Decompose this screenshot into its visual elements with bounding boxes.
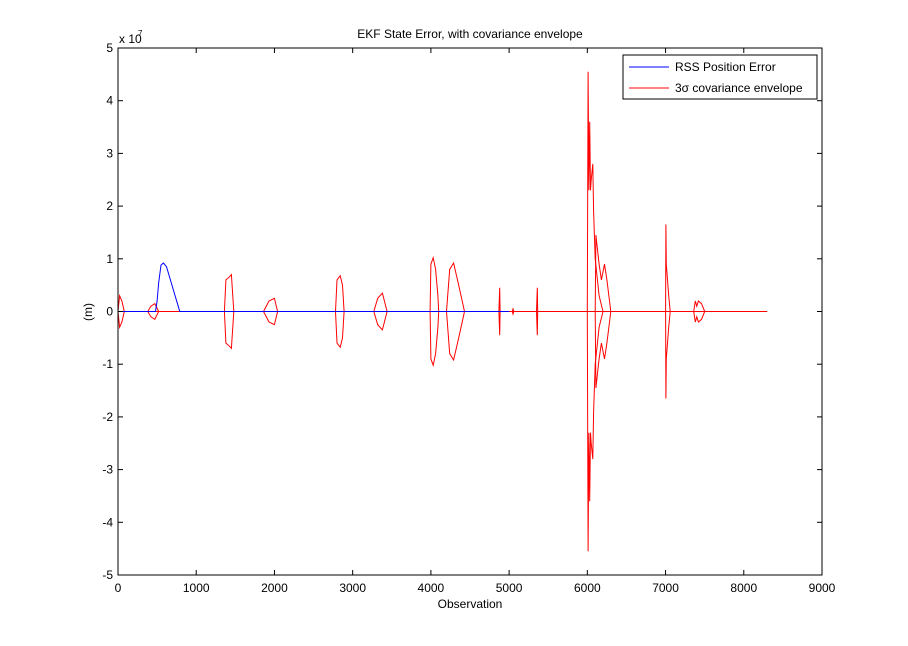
series-envelope-line — [498, 287, 501, 312]
y-tick-label: 1 — [106, 252, 113, 266]
legend-box — [622, 54, 818, 100]
y-tick-label: 2 — [106, 199, 113, 213]
series-envelope-line — [373, 311, 388, 331]
series-envelope-line — [429, 311, 440, 368]
series-envelope-line — [536, 287, 539, 312]
y-tick-label: -3 — [102, 463, 113, 477]
y-axis-label: (m) — [81, 303, 95, 321]
series-envelope-line — [586, 311, 604, 552]
y-tick-label: -5 — [102, 568, 113, 582]
series-envelope-line — [446, 261, 465, 312]
series-envelope-line — [147, 302, 160, 312]
series-envelope-line — [665, 311, 671, 399]
series-envelope-line — [117, 311, 125, 330]
y-tick-label: 5 — [106, 41, 113, 55]
series-envelope-line — [335, 274, 345, 312]
series-envelope-line — [511, 307, 515, 312]
y-tick-label: 3 — [106, 146, 113, 160]
series-rss-line — [118, 262, 510, 312]
legend-label-envelope: 3σ covariance envelope — [675, 81, 803, 95]
x-tick-label: 2000 — [261, 581, 288, 595]
series-envelope-line — [335, 311, 345, 349]
y-tick-label: -1 — [102, 357, 113, 371]
series-envelope-line — [429, 255, 440, 312]
x-tick-label: 9000 — [809, 581, 836, 595]
series-envelope-line — [373, 292, 388, 312]
y-tick-label: 4 — [106, 94, 113, 108]
x-tick-label: 6000 — [574, 581, 601, 595]
x-tick-label: 5000 — [496, 581, 523, 595]
series-envelope-line — [223, 311, 235, 350]
series-envelope-line — [665, 224, 671, 312]
legend-label-rss: RSS Position Error — [675, 60, 776, 74]
x-tick-label: 3000 — [339, 581, 366, 595]
x-tick-label: 4000 — [418, 581, 445, 595]
series-envelope-line — [263, 311, 279, 326]
series-envelope-line — [263, 297, 279, 312]
y-tick-label: -4 — [102, 515, 113, 529]
series-envelope-line — [446, 311, 465, 362]
legend: RSS Position Error 3σ covariance envelop… — [622, 54, 818, 100]
series-envelope-line — [594, 235, 612, 312]
y-tick-label: -2 — [102, 410, 113, 424]
y-exponent-power: 7 — [138, 29, 143, 38]
series-envelope-line — [586, 71, 604, 312]
x-tick-label: 8000 — [730, 581, 757, 595]
x-tick-label: 1000 — [183, 581, 210, 595]
series-layer — [117, 71, 768, 552]
x-tick-label: 7000 — [652, 581, 679, 595]
y-exponent-label: x 10 — [119, 32, 142, 46]
chart-title: EKF State Error, with covariance envelop… — [357, 27, 583, 41]
series-envelope-line — [223, 273, 235, 312]
y-tick-label: 0 — [106, 305, 113, 319]
x-axis-label: Observation — [438, 597, 503, 611]
series-envelope-line — [511, 311, 515, 316]
series-envelope-line — [693, 311, 706, 323]
x-tick-label: 0 — [115, 581, 122, 595]
tick-layer: 0 1000 2000 3000 4000 5000 6000 7000 8000 9000 -5 -… — [102, 41, 835, 595]
series-envelope-line — [498, 311, 501, 336]
series-envelope-line — [693, 300, 706, 312]
series-envelope-line — [536, 311, 539, 336]
series-envelope-line — [147, 311, 160, 321]
series-envelope-line — [594, 311, 612, 388]
